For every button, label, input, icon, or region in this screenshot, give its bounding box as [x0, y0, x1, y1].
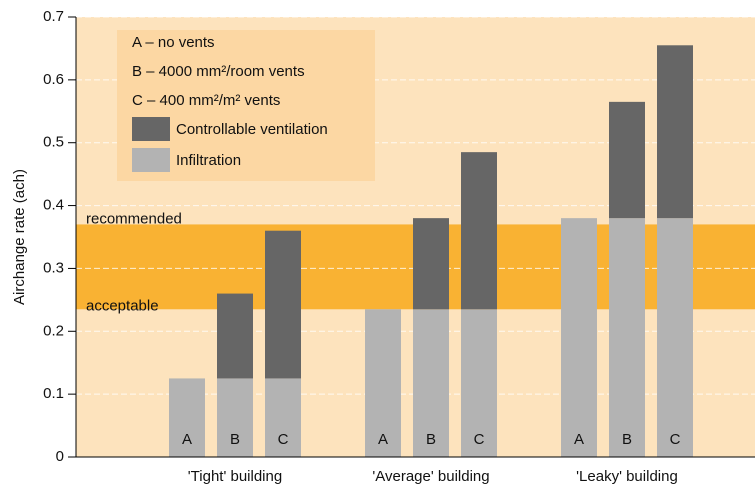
bar-letter: B: [230, 431, 240, 448]
bar-letter: A: [378, 431, 388, 448]
band-upper-label: recommended: [86, 210, 182, 227]
bar-segment: [461, 309, 497, 457]
x-category-label: 'Average' building: [372, 468, 489, 485]
bar-segment: [657, 218, 693, 457]
legend-note: C – 400 mm²/m² vents: [132, 92, 280, 109]
bar-segment: [461, 152, 497, 310]
bar-segment: [217, 293, 253, 379]
y-tick-label: 0.3: [43, 259, 64, 276]
legend-swatch: [132, 148, 170, 172]
legend-note: B – 4000 mm²/room vents: [132, 63, 305, 80]
y-axis-label: Airchange rate (ach): [11, 169, 28, 305]
bar-segment: [657, 45, 693, 219]
bar-letter: C: [474, 431, 485, 448]
bar-segment: [413, 218, 449, 310]
bar-segment: [217, 378, 253, 457]
bar-letter: B: [426, 431, 436, 448]
bar-segment: [265, 230, 301, 379]
y-tick-label: 0: [56, 448, 64, 465]
x-category-label: 'Tight' building: [188, 468, 282, 485]
bar-segment: [609, 218, 645, 457]
x-category-label: 'Leaky' building: [576, 468, 678, 485]
y-tick-label: 0.1: [43, 385, 64, 402]
y-tick-label: 0.5: [43, 134, 64, 151]
legend-note: A – no vents: [132, 34, 215, 51]
bar-segment: [413, 309, 449, 457]
bar-letter: C: [670, 431, 681, 448]
y-tick-label: 0.7: [43, 8, 64, 25]
bar-segment: [169, 378, 205, 457]
y-tick-label: 0.2: [43, 322, 64, 339]
bar-letter: A: [574, 431, 584, 448]
legend-label: Infiltration: [176, 152, 241, 169]
bar-letter: B: [622, 431, 632, 448]
legend-swatch: [132, 117, 170, 141]
bar-segment: [561, 218, 597, 457]
bar-letter: C: [278, 431, 289, 448]
band-lower-label: acceptable: [86, 297, 159, 314]
bar-segment: [365, 309, 401, 457]
legend-label: Controllable ventilation: [176, 121, 328, 138]
bar-segment: [265, 378, 301, 457]
bar-letter: A: [182, 431, 192, 448]
bar-segment: [609, 101, 645, 219]
y-tick-label: 0.6: [43, 71, 64, 88]
y-tick-label: 0.4: [43, 197, 64, 214]
